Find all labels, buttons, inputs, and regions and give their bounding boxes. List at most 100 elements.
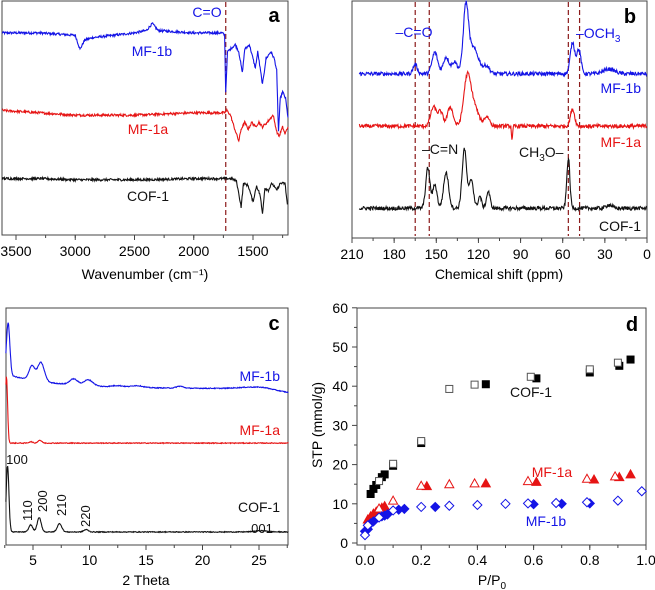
panel-a-letter: a: [268, 5, 280, 27]
panel-b-cn-label: –C=N: [422, 141, 458, 157]
panel-b-label-cof1: COF-1: [599, 218, 641, 234]
panel-a-label-mf1b: MF-1b: [132, 43, 173, 59]
point-mf-1b-adsorption: [430, 501, 441, 513]
panel-c-frame: [5, 307, 289, 546]
point-mf-1a-desorption: [581, 473, 593, 483]
x-tick-label: 210: [340, 246, 364, 262]
x-tick-label: 1500: [237, 243, 268, 259]
x-tick-label: 180: [382, 246, 406, 262]
xrd-trace-mf-1b: [5, 322, 289, 394]
point-mf-1a-desorption: [469, 477, 480, 488]
reflection-210: 210: [54, 494, 69, 516]
panel-b-nmr-spectra: 210 180 150 120 90 60 30 0 Chemical shift (ppm)…: [340, 0, 651, 282]
xlabel-sub: 0: [501, 581, 507, 590]
reflection-100: 100: [6, 452, 28, 467]
point-mf-1a-adsorption: [588, 473, 600, 484]
point-mf-1b-desorption: [444, 500, 455, 511]
point-mf-1a-desorption: [522, 475, 534, 486]
reflection-001: 001: [251, 521, 273, 536]
x-tick-label: 0.8: [580, 552, 600, 568]
panel-b-co-label: –C=O: [396, 24, 433, 40]
y-tick-label: 30: [332, 417, 348, 433]
panel-d-ylabel: STP (mmol/g): [309, 382, 325, 468]
point-mf-1a-desorption: [609, 470, 621, 481]
point-mf-1b-desorption: [472, 499, 483, 511]
point-cof-1-desorption: [389, 459, 398, 468]
panel-b-label-mf1a: MF-1a: [601, 134, 642, 150]
panel-d-letter: d: [626, 314, 638, 336]
ir-trace-mf-1a: [1, 107, 289, 143]
x-tick-label: 0.6: [524, 552, 544, 568]
point-mf-1b-desorption: [581, 497, 593, 508]
point-mf-1a-desorption: [443, 478, 455, 489]
panel-b-xlabel: Chemical shift (ppm): [435, 266, 563, 282]
panel-d-label-cof1: COF-1: [510, 384, 552, 400]
point-cof-1-desorption: [613, 358, 622, 367]
ir-trace-cof-1: [1, 175, 288, 214]
point-mf-1a-adsorption: [480, 477, 492, 488]
x-tick-label: 90: [513, 246, 529, 262]
x-tick-label: 10: [82, 552, 98, 568]
nmr-trace-mf-1b: [358, 0, 648, 78]
point-cof-1-adsorption: [380, 470, 389, 479]
reflection-200: 200: [35, 490, 50, 512]
panel-a-label-cof1: COF-1: [127, 188, 169, 204]
panel-a-label-mf1a: MF-1a: [128, 121, 169, 137]
panel-c-pxrd: 5 10 15 20 25 2 Theta c MF-1b MF-1a COF-1 10…: [4, 307, 289, 588]
panel-a-co-label: C=O: [192, 4, 221, 20]
y-tick-label: 20: [332, 457, 348, 473]
panel-d-xlabel: P/P0: [478, 572, 507, 590]
point-cof-1-desorption: [445, 384, 454, 393]
point-cof-1-adsorption: [626, 355, 635, 364]
y-tick-label: 40: [332, 378, 348, 394]
x-tick-label: 3500: [0, 243, 31, 259]
point-cof-1-desorption: [470, 380, 479, 389]
panel-d-label-mf1a: MF-1a: [532, 464, 573, 480]
point-mf-1a-adsorption: [379, 500, 391, 511]
xlabel-main: P/P: [478, 572, 501, 588]
point-mf-1b-adsorption: [399, 503, 410, 515]
point-mf-1b-desorption: [387, 505, 399, 516]
panel-c-letter: c: [268, 313, 279, 335]
panel-a-xlabel: Wavenumber (cm⁻¹): [82, 266, 209, 282]
och3-main: –OCH: [576, 25, 615, 41]
x-tick-label: 0: [643, 246, 651, 262]
y-tick-label: 10: [332, 496, 348, 512]
x-tick-label: 150: [425, 246, 449, 262]
point-mf-1b-desorption: [550, 497, 562, 509]
point-mf-1b-desorption: [612, 495, 624, 506]
panel-d-label-mf1b: MF-1b: [526, 513, 567, 529]
point-mf-1a-desorption: [387, 495, 399, 505]
point-mf-1b-desorption: [522, 498, 534, 509]
x-tick-label: 0.2: [411, 552, 431, 568]
point-cof-1-desorption: [585, 365, 594, 374]
point-mf-1b-desorption: [500, 498, 511, 510]
panel-c-label-cof1: COF-1: [238, 499, 280, 515]
point-cof-1-adsorption: [481, 380, 490, 389]
point-mf-1b-desorption: [362, 520, 374, 531]
point-cof-1-desorption: [526, 372, 535, 381]
panel-c-xlabel: 2 Theta: [122, 572, 169, 588]
x-tick-label: 0.4: [468, 552, 488, 568]
x-tick-label: 2000: [178, 243, 209, 259]
ch3o-sub: 3: [539, 153, 545, 164]
panel-c-label-mf1a: MF-1a: [240, 422, 281, 438]
panel-b-label-mf1b: MF-1b: [601, 80, 642, 96]
x-tick-label: 120: [467, 246, 491, 262]
x-tick-label: 30: [597, 246, 613, 262]
xrd-trace-mf-1a: [5, 376, 289, 445]
point-cof-1-desorption: [375, 477, 384, 486]
point-mf-1b-desorption: [359, 529, 371, 541]
y-tick-label: 50: [332, 339, 348, 355]
x-tick-label: 15: [138, 552, 154, 568]
nmr-trace-mf-1a: [358, 69, 648, 140]
panel-b-ch3o-label: CH3O–: [519, 144, 564, 164]
point-cof-1-desorption: [417, 437, 426, 446]
x-tick-label: 3000: [60, 243, 91, 259]
point-mf-1a-desorption: [373, 502, 385, 513]
xrd-trace-cof-1: [5, 465, 289, 534]
point-mf-1b-desorption: [373, 512, 385, 523]
x-tick-label: 5: [29, 552, 37, 568]
